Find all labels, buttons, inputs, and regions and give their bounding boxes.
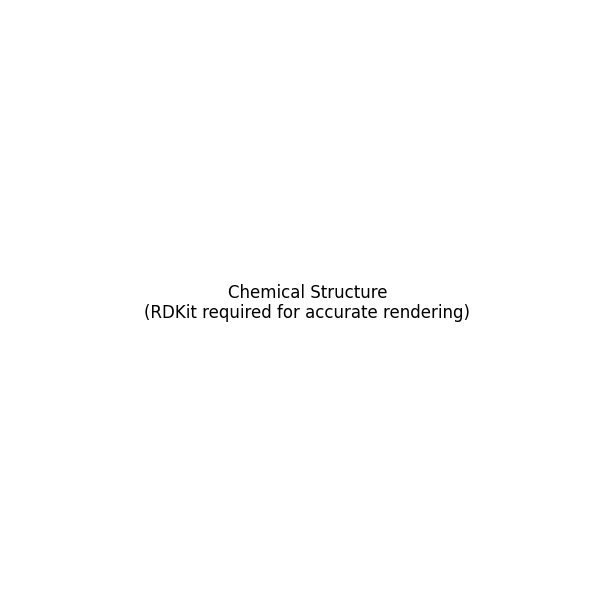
Text: Chemical Structure
(RDKit required for accurate rendering): Chemical Structure (RDKit required for a… [145,284,470,322]
